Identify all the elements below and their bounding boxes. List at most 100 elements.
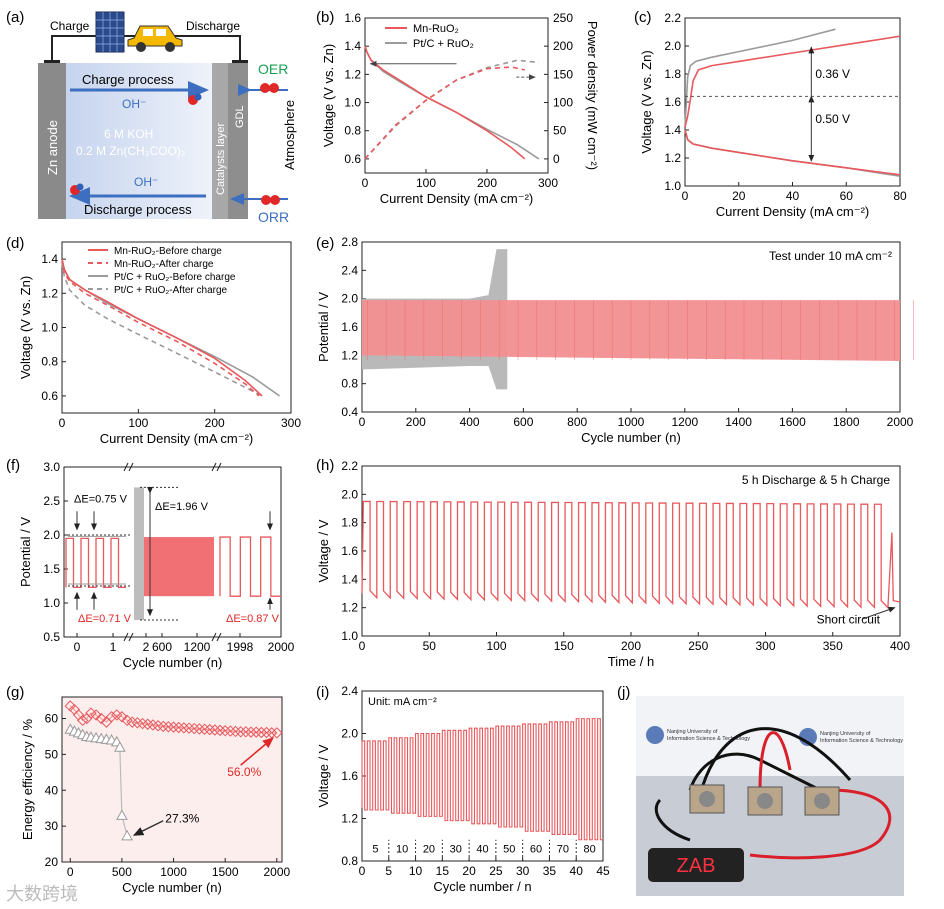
y-tick-label: 30 xyxy=(45,819,59,833)
x-tick-label: 30 xyxy=(516,864,530,878)
rate-label: 20 xyxy=(423,844,435,856)
y-tick-label: 2.0 xyxy=(664,39,681,53)
panel-label-c: (c) xyxy=(634,9,652,26)
atmosphere-label: Atmosphere xyxy=(282,100,297,170)
x-axis-label: Cycle number (n) xyxy=(581,430,681,445)
y-tick-label: 1.6 xyxy=(344,11,361,25)
x-tick-label: 200 xyxy=(205,416,225,430)
series-line-ptc-discharge xyxy=(684,129,901,177)
chart-d: 0 100 200 300 0.6 0.8 1.0 1.2 1.4 Current Density… xyxy=(18,241,301,446)
x-tick-label: 500 xyxy=(112,865,132,879)
y-tick-label: 100 xyxy=(553,96,573,110)
x-tick-label: 0 xyxy=(59,416,66,430)
x-tick-label: 100 xyxy=(486,639,506,653)
point-mnruo2 xyxy=(219,725,231,737)
point-mnruo2 xyxy=(234,726,247,738)
electrolyte-zn-acetate: 0.2 M Zn(CH₃COO)₂ xyxy=(76,144,186,158)
y-tick-label: 2.4 xyxy=(341,263,358,277)
y-tick-label: 0.6 xyxy=(344,152,361,166)
y-axis-label: Potential / V xyxy=(316,292,331,362)
plot-frame xyxy=(61,696,283,863)
y-tick-label: 0.8 xyxy=(344,124,361,138)
x-tick-label: 2000 xyxy=(268,640,295,654)
chart-b: 0 100 200 300 0.6 0.8 1.0 1.2 1.4 1.6 0 50 100 150 200… xyxy=(321,11,600,206)
y-tick-label: 1.2 xyxy=(41,286,58,300)
y-tick-label: 1.2 xyxy=(341,812,358,826)
rate-label: 5 xyxy=(372,844,378,856)
x-tick-label: 35 xyxy=(543,864,557,878)
y-tick-label: 2.2 xyxy=(664,11,681,25)
annotation-de-087: ΔE=0.87 V xyxy=(226,613,280,625)
x-tick-label: 600 xyxy=(513,415,533,429)
point-mnruo2 xyxy=(142,718,154,730)
car-icon xyxy=(127,25,183,52)
y-tick-label: 2.4 xyxy=(341,684,358,698)
gdl-layer xyxy=(228,63,248,219)
y-axis-label: Energy efficiency / % xyxy=(20,718,35,840)
x-tick-label: 300 xyxy=(538,176,558,190)
axis-break xyxy=(123,462,134,642)
y-tick-label: 1.5 xyxy=(43,562,60,576)
y-tick-label: 1.4 xyxy=(41,252,58,266)
x-tick-label: 1800 xyxy=(833,415,860,429)
point-mnruo2 xyxy=(188,722,200,735)
y-tick-label: 200 xyxy=(553,39,573,53)
arrow-56 xyxy=(240,737,274,766)
point-mnruo2 xyxy=(271,727,283,739)
chart-g: 0 500 1000 1500 2000 20 30 40 50 60 Cycle number (… xyxy=(20,696,291,895)
point-mnruo2 xyxy=(214,724,226,737)
wave-late-mnruo2 xyxy=(219,536,281,597)
y-tick-label: 0.4 xyxy=(341,405,358,419)
point-mnruo2 xyxy=(224,725,237,737)
y-tick-label: 1.0 xyxy=(341,629,358,643)
charge-label: Charge xyxy=(50,19,90,33)
x-tick-label: 200 xyxy=(621,639,641,653)
y-axis-label: Voltage / V xyxy=(316,744,331,807)
rate-label: 50 xyxy=(503,844,515,856)
x-tick-label: 0 xyxy=(359,864,366,878)
x-tick-label: 250 xyxy=(688,639,708,653)
x-tick-label: 2000 xyxy=(263,865,290,879)
y-tick-label: 40 xyxy=(45,783,59,797)
x-tick-label: 350 xyxy=(823,639,843,653)
y-tick-label: 2.8 xyxy=(341,235,358,249)
x-tick-label: 400 xyxy=(890,639,910,653)
x-tick-label: 300 xyxy=(281,416,301,430)
x-tick-label: 5 xyxy=(385,864,392,878)
orr-label: ORR xyxy=(258,209,289,225)
power-line-mnruo2 xyxy=(364,66,525,160)
panel-label-b: (b) xyxy=(316,9,334,26)
panel-label-a: (a) xyxy=(6,9,24,26)
x-tick-label: 50 xyxy=(423,639,437,653)
arrow-short-circuit xyxy=(862,606,896,620)
point-ptc xyxy=(113,741,126,752)
x-tick-label: 1000 xyxy=(160,865,187,879)
x-tick-label: 100 xyxy=(128,416,148,430)
y-tick-label: 0.8 xyxy=(341,854,358,868)
plot-frame xyxy=(364,17,549,174)
series-line-mnruo2 xyxy=(361,500,901,610)
point-mnruo2 xyxy=(126,716,138,728)
y-tick-label: 1.6 xyxy=(664,95,681,109)
y-axis-label: Voltage / V xyxy=(316,519,331,582)
zn-anode-label: Zn anode xyxy=(45,120,60,175)
legend-label: Pt/C + RuO₂ xyxy=(413,38,474,50)
y-tick-label: 1.0 xyxy=(43,596,60,610)
axis-break xyxy=(211,462,222,642)
charge-process-label: Charge process xyxy=(82,72,174,87)
battery-schematic: Charge Discharge Zn anode Catalysts laye… xyxy=(38,11,297,225)
annotation-050: 0.50 V xyxy=(815,112,850,126)
point-mnruo2 xyxy=(240,726,252,738)
oh-ion-top: OH⁻ xyxy=(122,97,146,111)
x-tick-label: 40 xyxy=(570,864,584,878)
annotation: Test under 10 mA cm⁻² xyxy=(769,249,892,263)
y-tick-label: 2.0 xyxy=(341,487,358,501)
discharge-label: Discharge xyxy=(186,19,240,33)
y-tick-label: 1.0 xyxy=(664,179,681,193)
photo-label-line1: Nanjing University of xyxy=(667,729,718,735)
oer-label: OER xyxy=(258,61,288,77)
catalysts-layer-label: Catalysts layer xyxy=(215,123,227,195)
panel-label-i: (i) xyxy=(316,684,329,701)
